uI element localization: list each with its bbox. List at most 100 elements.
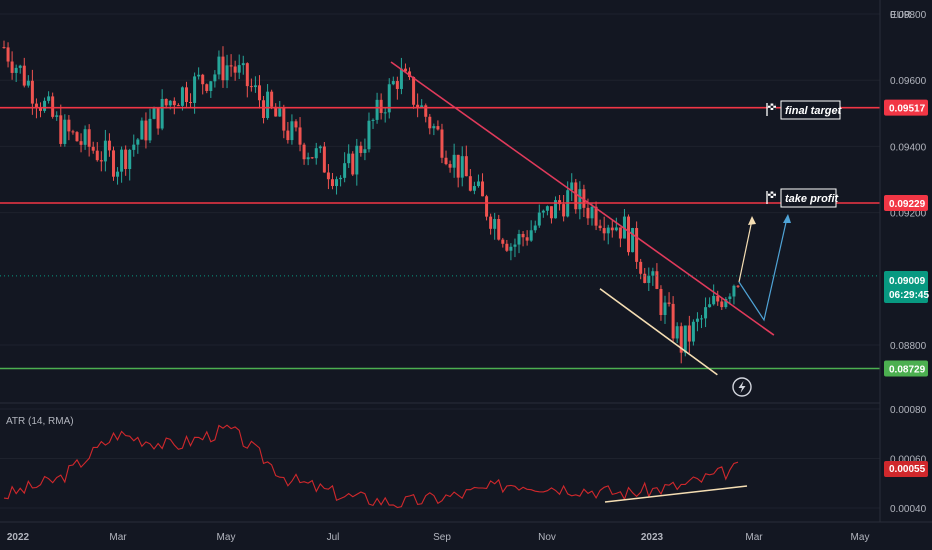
candle-body [533,225,537,231]
candle-body [326,172,330,180]
candle-body [704,307,708,319]
candle-body [647,275,651,283]
candle-body [87,129,91,147]
last-price-tag[interactable]: 0.09009 06:29:45 [884,271,929,303]
time-tick-label: May [217,532,236,543]
candle-body [79,141,83,145]
candle-body [399,68,403,89]
candle-body [274,106,278,117]
candle-body [290,121,294,141]
candle-body [22,65,26,86]
projection-arrow-2-head [783,214,791,223]
candle-body [529,230,533,241]
price-tick-label: 0.09800 [890,10,927,21]
time-tick-label: Nov [538,532,556,543]
candle-body [111,150,115,177]
candle-body [412,77,416,105]
candle-body [184,87,188,103]
trendline[interactable] [390,61,775,336]
candle-body [403,68,407,72]
grid-lines [0,13,880,509]
level-tag[interactable] [884,360,928,377]
level-tag[interactable] [884,99,928,116]
candle-body [339,177,343,180]
take-profit-label: take profit [785,193,840,205]
final-target-annotation[interactable]: final target [766,100,843,120]
candle-body [359,145,363,153]
candle-body [2,47,6,49]
atr-last-tag[interactable]: 0.00055 [884,461,928,477]
level-tag[interactable] [884,195,928,212]
candle-body [537,212,541,226]
candle-body [294,121,298,128]
candle-body [351,153,355,175]
candle-body [103,140,107,162]
candle-body [408,71,412,78]
candle-body [651,271,655,276]
atr-last-value: 0.00055 [889,464,926,475]
trendline[interactable] [599,288,718,376]
candle-body [720,301,724,308]
level-tag-label: 0.09229 [889,199,926,210]
atr-tick-label: 0.00060 [890,455,927,466]
price-tick-label: 0.09600 [890,76,927,87]
candle-body [47,96,51,101]
candle-body [59,115,63,144]
candle-body [391,81,395,85]
candle-body [225,65,229,81]
candle-body [481,181,485,197]
candle-body [606,227,610,234]
candle-body [164,98,168,106]
candle-body [343,163,347,178]
atr-tick-label: 0.00080 [890,405,927,416]
projection-arrows [738,214,791,322]
candle-body [416,104,420,108]
candle-body [168,100,172,106]
candle-body [128,149,132,170]
candle-body [30,80,34,104]
candle-body [124,149,128,170]
candle-body [728,296,732,299]
candle-body [675,326,679,339]
candle-body [6,47,10,62]
candle-body [306,157,310,160]
candle-body [189,102,193,104]
candle-body [708,304,712,308]
candle-body [262,100,266,118]
candle-body [700,318,704,320]
take-profit-annotation[interactable]: take profit [766,188,840,208]
candle-body [156,108,160,129]
candle-body [614,227,618,231]
time-tick-label: Mar [745,532,763,543]
price-tick-label: 0.09400 [890,142,927,153]
time-tick-label: Sep [433,532,451,543]
price-level-tags[interactable]: 0.09517 0.09229 0.08729 [884,99,928,377]
candle-body [132,144,136,150]
candle-body [476,181,480,187]
candle-body [659,288,663,316]
candle-body [26,80,30,86]
candle-body [314,148,318,159]
candle-body [237,65,241,73]
trendlines[interactable] [390,61,775,376]
candle-body [383,112,387,114]
candle-body [282,106,286,131]
candle-body [695,318,699,322]
time-tick-label: Mar [109,532,127,543]
candle-body [14,67,18,73]
candle-body [643,273,647,283]
candle-body [639,261,643,274]
candle-body [91,146,95,151]
time-tick-label: Jul [327,532,340,543]
candle-body [229,65,233,67]
horizontal-levels[interactable] [0,106,880,370]
candle-body [598,225,602,229]
lightning-icon[interactable] [732,377,752,397]
candle-body [574,182,578,210]
candle-body [428,116,432,129]
candle-body [618,227,622,239]
candle-body [298,127,302,145]
candle-body [493,219,497,229]
candle-body [270,91,274,107]
